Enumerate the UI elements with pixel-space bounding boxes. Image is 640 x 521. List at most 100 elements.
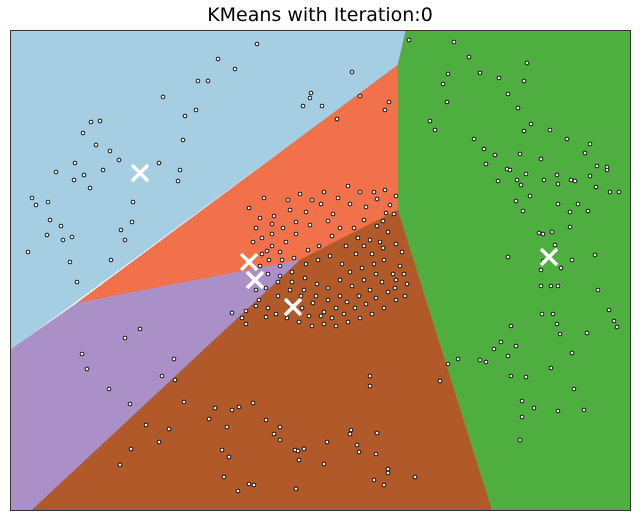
- data-point: [239, 315, 245, 321]
- data-point: [367, 237, 373, 243]
- data-point: [47, 217, 53, 223]
- data-point: [595, 287, 601, 293]
- data-point: [289, 279, 295, 285]
- data-point: [293, 486, 299, 492]
- data-point: [356, 293, 362, 299]
- data-point: [339, 261, 345, 267]
- data-point: [80, 130, 86, 136]
- data-point: [607, 189, 613, 195]
- data-point: [584, 330, 590, 336]
- data-point: [507, 167, 513, 173]
- data-point: [536, 230, 542, 236]
- data-point: [538, 156, 544, 162]
- data-point: [257, 263, 263, 269]
- data-point: [159, 373, 165, 379]
- data-point: [296, 319, 302, 325]
- data-point: [357, 315, 363, 321]
- data-point: [254, 41, 260, 47]
- data-point: [564, 136, 570, 142]
- data-point: [393, 297, 399, 303]
- data-point: [341, 311, 347, 317]
- data-point: [166, 426, 172, 432]
- data-point: [587, 141, 593, 147]
- data-point: [300, 103, 306, 109]
- data-point: [345, 183, 351, 189]
- data-point: [555, 201, 561, 207]
- data-point: [263, 314, 269, 320]
- data-point: [212, 405, 218, 411]
- data-point: [284, 315, 290, 321]
- data-point: [571, 386, 577, 392]
- data-point: [466, 54, 472, 60]
- data-point: [287, 287, 293, 293]
- data-point: [385, 229, 391, 235]
- data-point: [221, 474, 227, 480]
- data-point: [381, 257, 387, 263]
- data-point: [382, 187, 388, 193]
- data-point: [243, 308, 249, 314]
- data-point: [548, 365, 554, 371]
- data-point: [316, 243, 322, 249]
- data-point: [53, 169, 59, 175]
- data-point: [374, 196, 380, 202]
- data-point: [547, 127, 553, 133]
- data-point: [329, 315, 335, 321]
- data-point: [548, 283, 554, 289]
- data-point: [58, 223, 64, 229]
- plot-area: [10, 30, 630, 510]
- data-point: [572, 178, 578, 184]
- data-point: [321, 189, 327, 195]
- data-point: [265, 271, 271, 277]
- data-point: [513, 198, 519, 204]
- data-point: [518, 182, 524, 188]
- data-point: [383, 210, 389, 216]
- data-point: [259, 251, 265, 257]
- data-point: [391, 211, 397, 217]
- data-point: [392, 285, 398, 291]
- data-point: [224, 424, 230, 430]
- data-point: [129, 219, 135, 225]
- data-point: [555, 408, 561, 414]
- data-point: [205, 78, 211, 84]
- data-point: [301, 287, 307, 293]
- data-point: [399, 249, 405, 255]
- data-point: [505, 91, 511, 97]
- data-point: [385, 466, 391, 472]
- data-point: [495, 178, 501, 184]
- data-point: [298, 293, 304, 299]
- data-point: [33, 202, 39, 208]
- data-point: [301, 446, 307, 452]
- data-point: [524, 60, 530, 66]
- data-point: [325, 297, 331, 303]
- data-point: [349, 283, 355, 289]
- centroid-marker: [283, 297, 303, 317]
- data-point: [540, 231, 546, 237]
- data-point: [329, 233, 335, 239]
- data-point: [382, 107, 388, 113]
- data-point: [324, 439, 330, 445]
- centroid-marker: [130, 163, 150, 183]
- data-point: [293, 231, 299, 237]
- data-point: [79, 351, 85, 357]
- data-point: [235, 488, 241, 494]
- data-point: [334, 116, 340, 122]
- data-point: [517, 151, 523, 157]
- data-point: [377, 239, 383, 245]
- data-point: [390, 271, 396, 277]
- data-point: [567, 224, 573, 230]
- data-point: [505, 353, 511, 359]
- data-point: [471, 136, 477, 142]
- data-point: [29, 195, 35, 201]
- data-point: [289, 269, 295, 275]
- data-point: [246, 481, 252, 487]
- data-point: [401, 271, 407, 277]
- data-point: [483, 359, 489, 365]
- data-point: [385, 470, 391, 476]
- data-point: [319, 103, 325, 109]
- data-point: [251, 482, 257, 488]
- data-point: [582, 150, 588, 156]
- data-point: [279, 257, 285, 263]
- data-point: [44, 232, 50, 238]
- data-point: [361, 243, 367, 249]
- data-point: [451, 39, 457, 45]
